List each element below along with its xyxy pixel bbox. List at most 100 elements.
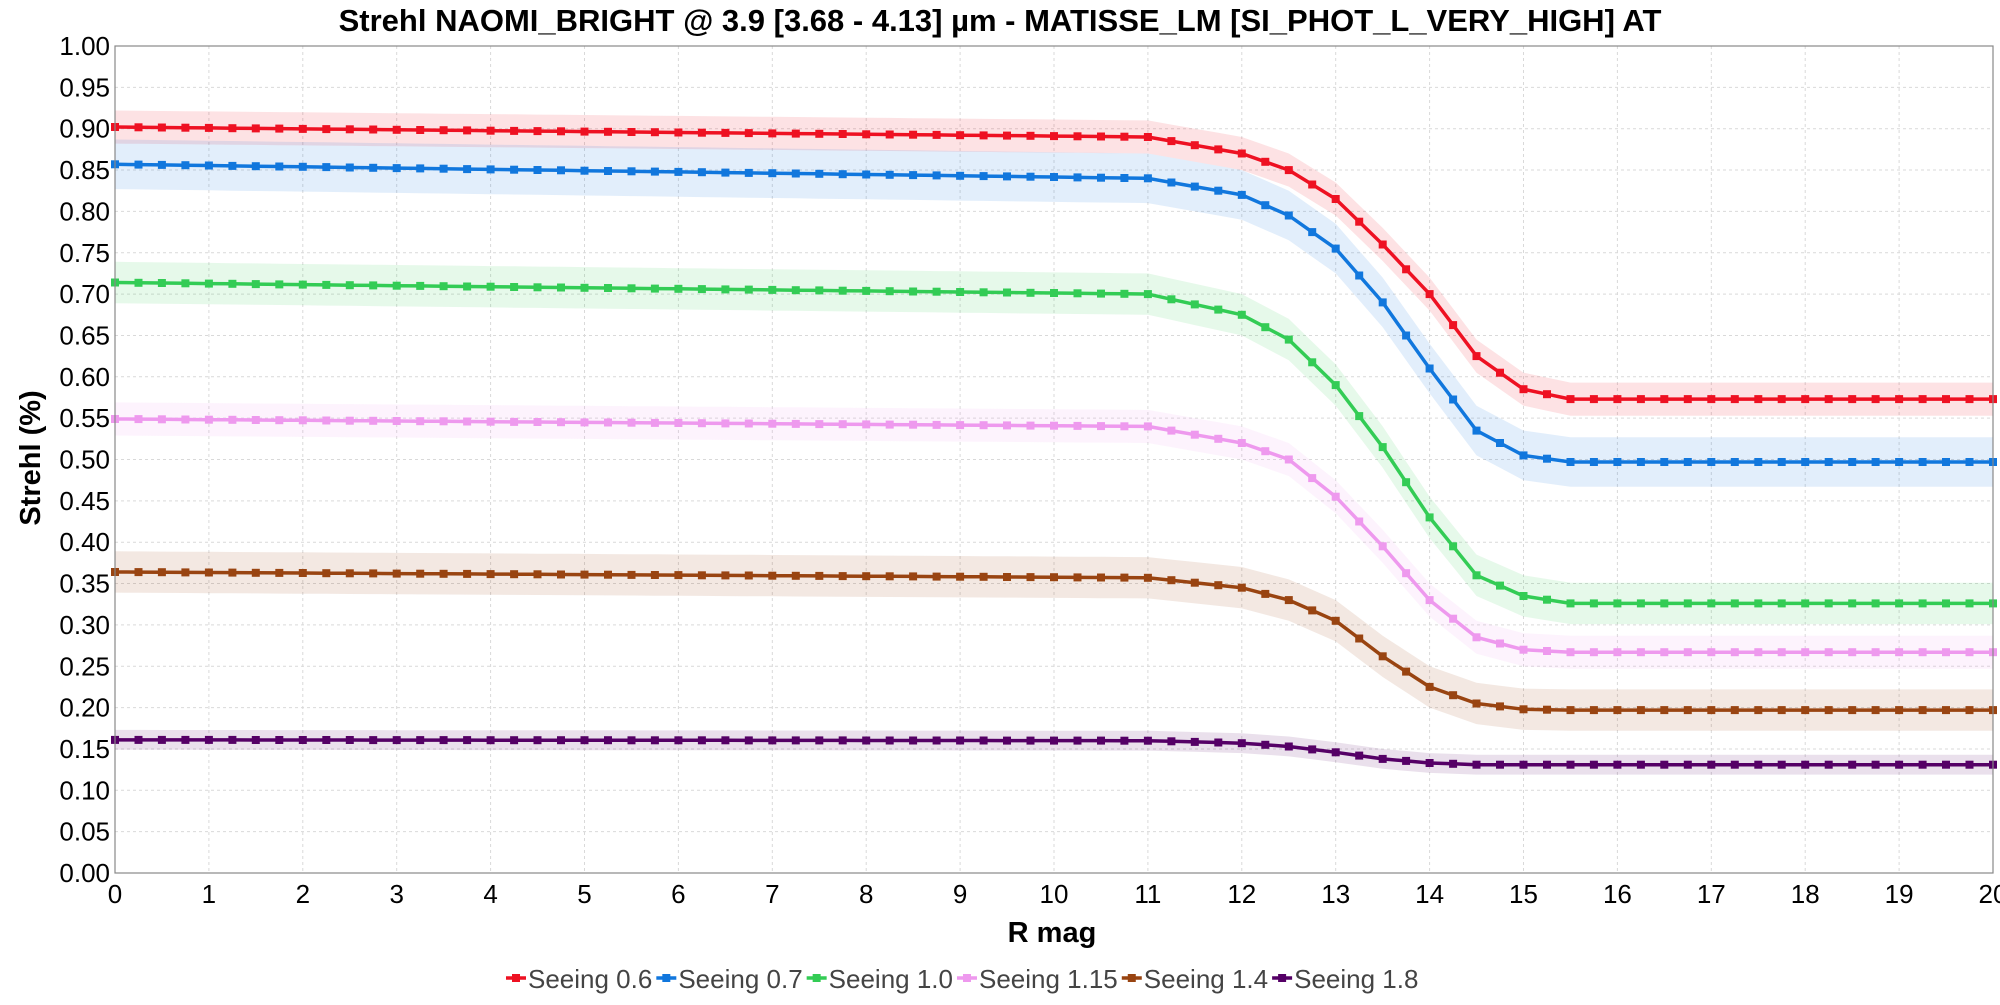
data-point — [697, 571, 706, 580]
data-point — [1143, 573, 1152, 582]
data-point — [1143, 736, 1152, 745]
data-point — [1496, 368, 1504, 377]
data-point — [1754, 648, 1763, 657]
data-point — [1543, 595, 1551, 604]
data-point — [1801, 648, 1810, 657]
data-point — [345, 281, 354, 290]
x-tick-label: 16 — [1603, 879, 1632, 909]
data-point — [204, 279, 213, 288]
y-tick-label: 0.65 — [59, 320, 110, 350]
data-point — [228, 415, 237, 424]
data-point — [1284, 166, 1293, 175]
data-point — [1425, 682, 1434, 691]
data-point — [1402, 756, 1411, 765]
data-point — [791, 571, 800, 580]
data-point — [1871, 706, 1880, 715]
data-point — [298, 736, 307, 744]
data-point — [909, 572, 918, 581]
data-point — [157, 123, 166, 132]
data-point — [1026, 736, 1035, 745]
data-point — [1472, 571, 1481, 580]
data-point — [1120, 132, 1129, 141]
data-point — [580, 570, 589, 579]
data-point — [697, 128, 706, 137]
data-point — [1918, 648, 1927, 657]
data-point — [744, 285, 753, 294]
data-point — [275, 568, 284, 577]
data-point — [1801, 760, 1810, 769]
data-point — [486, 417, 495, 426]
data-point — [979, 572, 988, 581]
data-point — [486, 570, 495, 579]
data-point — [439, 282, 448, 291]
data-point — [627, 284, 636, 293]
data-point — [862, 420, 871, 429]
data-point — [674, 571, 683, 580]
data-point — [1190, 300, 1199, 309]
legend-label: Seeing 1.4 — [1144, 964, 1268, 994]
data-point — [1284, 211, 1293, 220]
legend-label: Seeing 1.8 — [1294, 964, 1418, 994]
data-point — [1050, 289, 1058, 297]
data-point — [486, 736, 495, 745]
data-point — [1472, 352, 1481, 361]
data-point — [1214, 581, 1223, 590]
x-tick-label: 11 — [1134, 879, 1161, 909]
data-point — [298, 124, 307, 133]
data-point — [1965, 648, 1974, 657]
data-point — [1449, 691, 1458, 700]
x-tick-label: 0 — [108, 879, 122, 909]
data-point — [1378, 652, 1387, 661]
data-point — [1683, 706, 1692, 715]
data-point — [604, 736, 612, 745]
data-point — [1308, 606, 1317, 615]
data-point — [885, 287, 894, 296]
data-point — [1613, 395, 1622, 404]
data-point — [275, 162, 284, 171]
data-point — [345, 416, 354, 425]
data-point — [1003, 288, 1011, 297]
x-tick-label: 15 — [1509, 879, 1538, 909]
data-point — [838, 170, 847, 179]
data-point — [1589, 760, 1598, 769]
x-axis-title: R mag — [1008, 917, 1097, 949]
y-tick-label: 0.30 — [59, 610, 110, 640]
data-point — [909, 130, 918, 139]
data-point — [1425, 596, 1434, 605]
data-point — [1143, 133, 1152, 141]
data-point — [1073, 289, 1082, 298]
x-tick-label: 10 — [1040, 879, 1069, 909]
data-point — [721, 571, 730, 580]
data-point — [510, 570, 519, 579]
data-point — [885, 572, 894, 581]
data-point — [134, 735, 143, 744]
data-point — [1871, 395, 1880, 404]
data-point — [1237, 149, 1246, 158]
data-point — [604, 127, 612, 136]
data-point — [1636, 648, 1645, 657]
data-point — [580, 166, 589, 175]
data-point — [1777, 760, 1786, 769]
data-point — [345, 736, 354, 744]
band-series-0 — [115, 110, 1993, 416]
data-point — [1660, 706, 1669, 715]
data-point — [1496, 439, 1504, 447]
legend: Seeing 0.6 Seeing 0.7 Seeing 1.0 Seeing 1.1… — [506, 964, 1418, 994]
data-point — [1707, 458, 1716, 466]
data-point — [1378, 754, 1387, 763]
data-point — [1284, 335, 1293, 344]
legend-item-2: Seeing 1.0 — [806, 964, 953, 994]
data-point — [1355, 751, 1364, 760]
data-point — [1355, 517, 1364, 526]
data-point — [1589, 599, 1598, 608]
data-point — [510, 283, 519, 291]
data-point — [1261, 201, 1270, 210]
data-point — [744, 736, 753, 745]
data-point — [1848, 458, 1857, 466]
data-point — [1237, 439, 1246, 447]
data-point — [979, 131, 988, 140]
data-point — [251, 416, 260, 424]
data-point — [1636, 706, 1645, 715]
x-tick-label: 14 — [1415, 879, 1444, 909]
data-point — [1308, 180, 1317, 189]
